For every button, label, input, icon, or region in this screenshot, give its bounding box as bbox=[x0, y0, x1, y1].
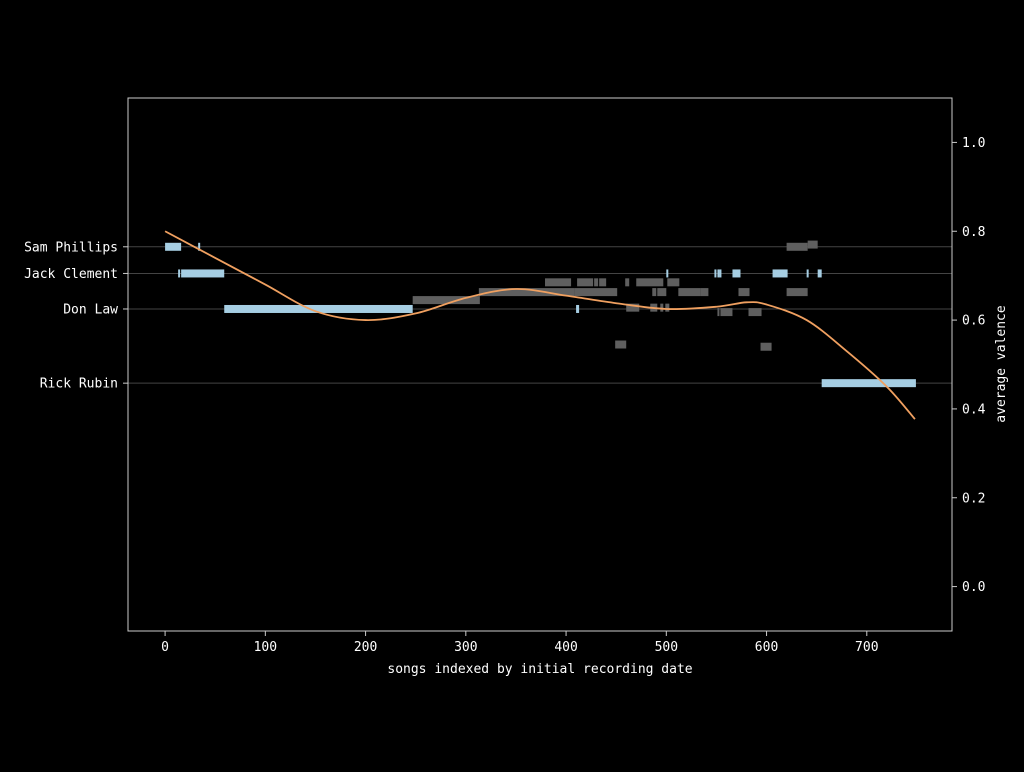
x-tick-label: 500 bbox=[655, 640, 678, 655]
other-producer-bar bbox=[738, 288, 750, 297]
y-tick-label: 0.2 bbox=[962, 491, 985, 506]
other-producer-bar bbox=[660, 303, 664, 312]
producer-bar bbox=[666, 269, 669, 278]
other-producer-bar bbox=[478, 288, 575, 297]
y-tick-label: 0.6 bbox=[962, 314, 985, 329]
other-producer-bar bbox=[667, 278, 680, 287]
producer-bar bbox=[198, 242, 201, 251]
x-tick-label: 0 bbox=[161, 640, 169, 655]
other-producer-bar bbox=[807, 240, 818, 249]
producer-label: Rick Rubin bbox=[40, 377, 118, 392]
other-producer-bar bbox=[626, 303, 640, 312]
other-producer-bar bbox=[748, 308, 762, 317]
x-tick-label: 400 bbox=[554, 640, 577, 655]
x-tick-label: 100 bbox=[254, 640, 277, 655]
producer-bar bbox=[806, 269, 809, 278]
other-producer-bar bbox=[760, 342, 772, 351]
other-producer-bar bbox=[412, 296, 480, 305]
x-tick-label: 200 bbox=[354, 640, 377, 655]
other-producer-bar bbox=[652, 288, 657, 297]
plot-frame bbox=[127, 97, 953, 632]
producer-bar bbox=[772, 269, 788, 278]
producer-bar bbox=[821, 379, 916, 388]
producer-bar bbox=[732, 269, 741, 278]
producer-bar bbox=[717, 269, 720, 278]
y-axis-ticks: 0.0 0.2 0.4 0.6 0.8 1.0 bbox=[952, 136, 986, 595]
producer-bar bbox=[181, 269, 225, 278]
other-producer-bar bbox=[636, 278, 664, 287]
other-producer-bar bbox=[720, 308, 733, 317]
other-producer-bar bbox=[786, 242, 808, 251]
x-tick-label: 600 bbox=[755, 640, 778, 655]
y-tick-label: 0.4 bbox=[962, 402, 986, 417]
y-tick-label: 1.0 bbox=[962, 136, 985, 151]
other-producer-bar bbox=[594, 278, 599, 287]
other-producer-bar bbox=[678, 288, 701, 297]
x-tick-label: 300 bbox=[454, 640, 477, 655]
y-axis-label: average valence bbox=[994, 305, 1009, 423]
producer-label: Sam Phillips bbox=[24, 240, 118, 255]
producer-bar bbox=[714, 269, 717, 278]
other-producer-bar bbox=[657, 288, 667, 297]
producer-label: Don Law bbox=[63, 302, 118, 317]
valence-smooth-line bbox=[164, 230, 916, 420]
other-producer-bar bbox=[599, 278, 607, 287]
other-producer-bar bbox=[574, 288, 618, 297]
x-axis-label: songs indexed by initial recording date bbox=[387, 662, 692, 677]
y-tick-label: 0.8 bbox=[962, 225, 985, 240]
y-tick-label: 0.0 bbox=[962, 580, 985, 595]
producer-label: Jack Clement bbox=[24, 267, 118, 282]
producer-labels: Sam Phillips Jack Clement Don Law Rick Rubi… bbox=[24, 240, 128, 392]
producer-bar bbox=[817, 269, 822, 278]
other-producer-bar bbox=[615, 340, 627, 349]
other-producer-bar bbox=[625, 278, 630, 287]
other-producer-bar bbox=[717, 308, 720, 317]
producer-bar bbox=[178, 269, 181, 278]
other-producer-bar bbox=[665, 303, 670, 312]
other-producer-bar bbox=[577, 278, 594, 287]
other-producer-bar bbox=[786, 288, 808, 297]
producer-bar bbox=[224, 304, 413, 313]
other-producer-bar bbox=[700, 288, 709, 297]
producer-bar bbox=[719, 269, 722, 278]
producer-bar bbox=[576, 304, 580, 313]
x-axis-ticks: 0 100 200 300 400 500 600 700 bbox=[161, 631, 879, 655]
x-tick-label: 700 bbox=[855, 640, 878, 655]
producer-bars bbox=[165, 242, 916, 388]
producer-bar bbox=[165, 242, 182, 251]
other-producer-bar bbox=[545, 278, 572, 287]
